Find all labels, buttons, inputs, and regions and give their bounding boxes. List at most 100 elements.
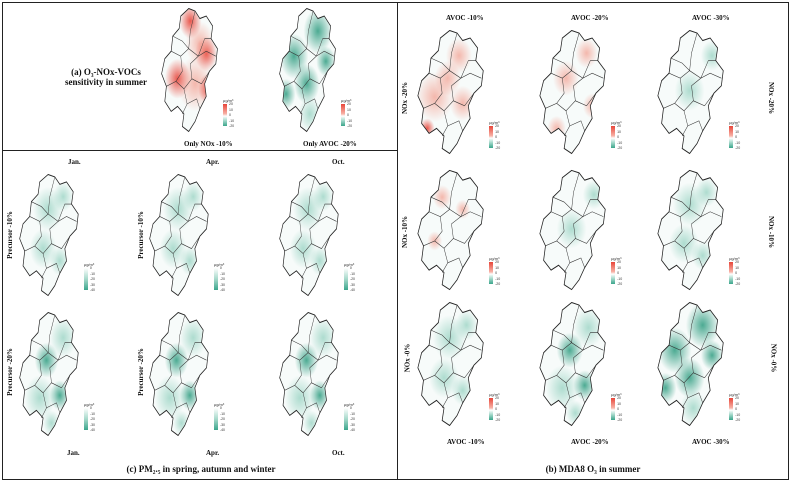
colorbar-tick: 0 bbox=[229, 113, 231, 117]
colorbar-tick: 20 bbox=[495, 124, 500, 128]
colorbar-unit: μg/m³ bbox=[611, 392, 622, 397]
colorbar-unit: μg/m³ bbox=[489, 392, 500, 397]
map-b-r1-c1 bbox=[417, 29, 484, 155]
colorbar bbox=[489, 262, 494, 284]
colorbar-unit: μg/m³ bbox=[343, 262, 355, 267]
panel-b-col-bottom-3: AVOC -30% bbox=[692, 438, 730, 446]
panel-a-title: (a) O₃-NOx-VOCs sensitivity in summer bbox=[65, 67, 147, 87]
colorbar-tick: 20 bbox=[617, 124, 622, 128]
map-b-r3-c1 bbox=[417, 301, 484, 427]
panel-a-map-label-1: Only NOx -10% bbox=[184, 140, 233, 148]
colorbar-tick: 20 bbox=[495, 396, 500, 400]
colorbar-tick: 10 bbox=[735, 401, 740, 406]
colorbar bbox=[223, 104, 228, 126]
colorbar-tick: 10 bbox=[617, 265, 622, 270]
colorbar bbox=[729, 398, 734, 420]
panel-b-row-1-right: NOx -20% bbox=[767, 81, 776, 115]
colorbar-unit: μg/m³ bbox=[83, 402, 95, 407]
panel-b-row-3-right: NOx -0% bbox=[769, 343, 778, 373]
colorbar-tick: 0 bbox=[617, 271, 620, 275]
colorbar-tick: 0 bbox=[495, 135, 498, 139]
map-a-nox bbox=[160, 7, 219, 133]
panel-c-col-bottom-3: Oct. bbox=[332, 449, 345, 457]
colorbar bbox=[213, 408, 218, 430]
map-b-r1-c3 bbox=[657, 29, 724, 155]
colorbar-unit: μg/m³ bbox=[489, 256, 500, 261]
colorbar-tick: -40 bbox=[219, 288, 225, 292]
colorbar bbox=[343, 408, 348, 430]
colorbar-tick: -20 bbox=[89, 417, 95, 421]
colorbar bbox=[729, 126, 734, 148]
panel-c-col-top-2: Apr. bbox=[206, 158, 220, 166]
colorbar-tick: -10 bbox=[495, 276, 501, 281]
colorbar-unit: μg/m³ bbox=[489, 120, 500, 125]
colorbar-tick: -10 bbox=[219, 271, 225, 276]
panel-c-col-bottom-1: Jan. bbox=[67, 449, 80, 457]
panel-b-caption: (b) MDA8 O₃ in summer bbox=[545, 464, 641, 474]
colorbar bbox=[729, 262, 734, 284]
colorbar bbox=[213, 268, 218, 290]
panel-c-col-bottom-2: Apr. bbox=[206, 449, 220, 457]
map-c-jan-20 bbox=[19, 311, 79, 437]
panel-c-caption: (c) PM₂.₅ in spring, autumn and winter bbox=[126, 464, 276, 474]
map-b-r2-c1 bbox=[417, 169, 484, 291]
colorbar-tick: 20 bbox=[617, 396, 622, 400]
panel-b-col-top-1: AVOC -10% bbox=[446, 14, 484, 22]
colorbar-tick: -30 bbox=[219, 282, 225, 287]
map-c-jan-10 bbox=[19, 173, 79, 297]
panel-b-col-top-3: AVOC -30% bbox=[692, 14, 730, 22]
colorbar-unit: μg/m³ bbox=[341, 98, 352, 103]
colorbar-tick: -20 bbox=[495, 282, 501, 286]
colorbar-unit: μg/m³ bbox=[611, 120, 622, 125]
colorbar bbox=[343, 268, 348, 290]
colorbar-tick: 20 bbox=[229, 102, 233, 106]
panel-c-col-top-3: Oct. bbox=[332, 158, 345, 166]
colorbar-unit: μg/m³ bbox=[611, 256, 622, 261]
colorbar-tick: -30 bbox=[219, 422, 225, 427]
colorbar-unit: μg/m³ bbox=[83, 262, 95, 267]
panel-b-row-3-left: NOx -0% bbox=[403, 343, 412, 373]
colorbar bbox=[611, 126, 616, 148]
colorbar-tick: -40 bbox=[89, 428, 95, 432]
colorbar-tick: 0 bbox=[349, 406, 352, 410]
colorbar bbox=[489, 398, 494, 420]
colorbar-tick: -10 bbox=[617, 412, 623, 417]
map-b-r3-c3 bbox=[657, 301, 724, 427]
colorbar-tick: -40 bbox=[349, 288, 355, 292]
colorbar-tick: 20 bbox=[347, 102, 351, 106]
colorbar-unit: μg/m³ bbox=[223, 98, 234, 103]
colorbar-tick: -20 bbox=[617, 146, 623, 150]
colorbar-tick: -20 bbox=[347, 124, 353, 128]
panel-a-map-label-2: Only AVOC -20% bbox=[303, 140, 357, 148]
colorbar-tick: -20 bbox=[229, 124, 235, 128]
colorbar-tick: -20 bbox=[219, 417, 225, 421]
colorbar-tick: 0 bbox=[347, 113, 349, 117]
colorbar-tick: -10 bbox=[89, 411, 95, 416]
colorbar-tick: -10 bbox=[735, 140, 741, 145]
map-a-avoc bbox=[278, 7, 337, 133]
colorbar-tick: 10 bbox=[735, 129, 740, 134]
colorbar-unit: μg/m³ bbox=[343, 402, 355, 407]
colorbar-tick: -10 bbox=[229, 118, 235, 123]
colorbar-tick: -40 bbox=[219, 428, 225, 432]
colorbar-tick: -20 bbox=[617, 418, 623, 422]
colorbar bbox=[611, 398, 616, 420]
colorbar-tick: 0 bbox=[219, 266, 222, 270]
colorbar-tick: -10 bbox=[347, 118, 353, 123]
colorbar-tick: 20 bbox=[617, 260, 622, 264]
colorbar-unit: μg/m³ bbox=[729, 392, 740, 397]
colorbar-tick: 0 bbox=[349, 266, 352, 270]
colorbar-tick: -10 bbox=[349, 411, 355, 416]
colorbar-tick: -20 bbox=[617, 282, 623, 286]
colorbar-tick: 10 bbox=[735, 265, 740, 270]
colorbar-tick: 0 bbox=[495, 407, 498, 411]
colorbar-tick: 20 bbox=[495, 260, 500, 264]
colorbar-tick: 20 bbox=[735, 124, 740, 128]
panel-c-row-2-mid: Precursor -20% bbox=[136, 348, 145, 396]
colorbar-tick: 0 bbox=[735, 407, 738, 411]
colorbar-tick: -10 bbox=[735, 412, 741, 417]
colorbar bbox=[83, 268, 88, 290]
colorbar-unit: μg/m³ bbox=[729, 120, 740, 125]
panel-b-col-bottom-1: AVOC -10% bbox=[447, 438, 485, 446]
colorbar bbox=[611, 262, 616, 284]
